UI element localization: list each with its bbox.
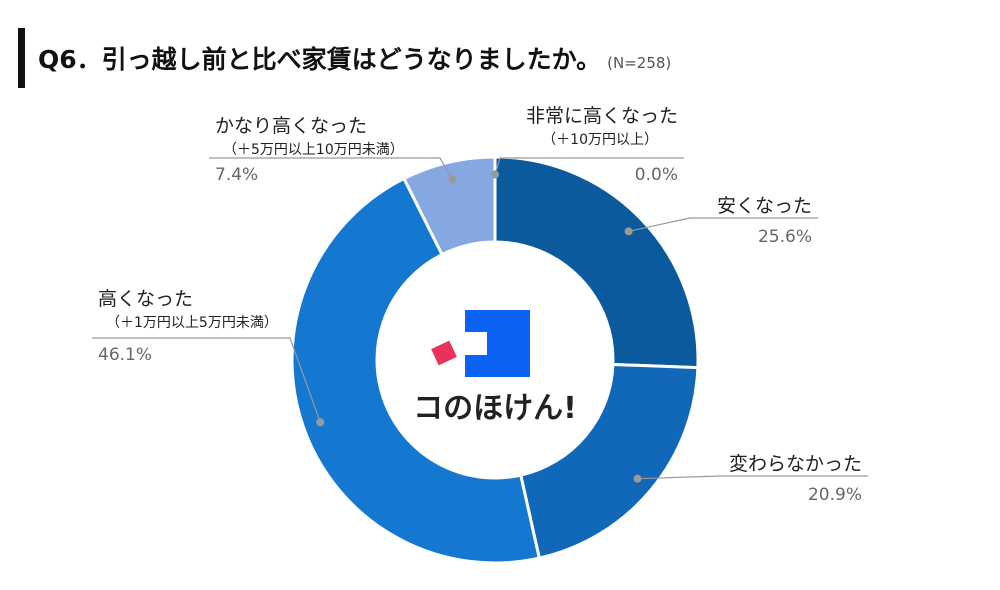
leader-line-0 xyxy=(628,217,818,232)
sample-size: (N=258) xyxy=(607,54,672,72)
title-text: Q6．引っ越し前と比べ家賃はどうなりましたか。 xyxy=(38,45,602,74)
logo-mark-icon xyxy=(465,310,530,377)
slice-sublabel-2: （＋1万円以上5万円未満） xyxy=(106,315,278,331)
slice-sublabel-4: （＋10万円以上） xyxy=(542,132,658,148)
slice-label-3: かなり高くなった xyxy=(215,115,367,137)
slice-label-0: 安くなった xyxy=(717,195,812,217)
slice-value-1: 20.9% xyxy=(808,485,862,505)
slice-2 xyxy=(290,176,542,565)
title-accent-bar xyxy=(18,28,25,88)
leader-line-4 xyxy=(494,157,684,175)
slice-1 xyxy=(518,362,700,560)
leader-line-2 xyxy=(92,337,321,423)
slice-0 xyxy=(493,155,700,370)
leader-line-1 xyxy=(637,475,868,480)
slice-value-0: 25.6% xyxy=(758,227,812,247)
slice-label-4: 非常に高くなった xyxy=(526,105,678,127)
slice-label-2: 高くなった xyxy=(98,288,193,310)
logo: コのほけん! xyxy=(413,310,577,426)
slice-value-2: 46.1% xyxy=(98,345,152,365)
slice-value-4: 0.0% xyxy=(635,165,678,185)
slice-3 xyxy=(401,155,497,257)
leader-lines-group xyxy=(92,157,868,483)
leader-line-3 xyxy=(209,157,453,180)
logo-dot-icon xyxy=(431,340,457,366)
logo-text: コのほけん! xyxy=(413,391,577,426)
slices-group xyxy=(290,155,700,565)
labels-group: 安くなった 25.6% 変わらなかった 20.9% 高くなった （＋1万円以上5万円未満）… xyxy=(98,105,862,505)
slice-sublabel-3: （＋5万円以上10万円未満） xyxy=(223,142,404,158)
slice-label-1: 変わらなかった xyxy=(729,453,862,475)
slice-value-3: 7.4% xyxy=(215,165,258,185)
chart-title: Q6．引っ越し前と比べ家賃はどうなりましたか。 (N=258) xyxy=(38,40,671,76)
